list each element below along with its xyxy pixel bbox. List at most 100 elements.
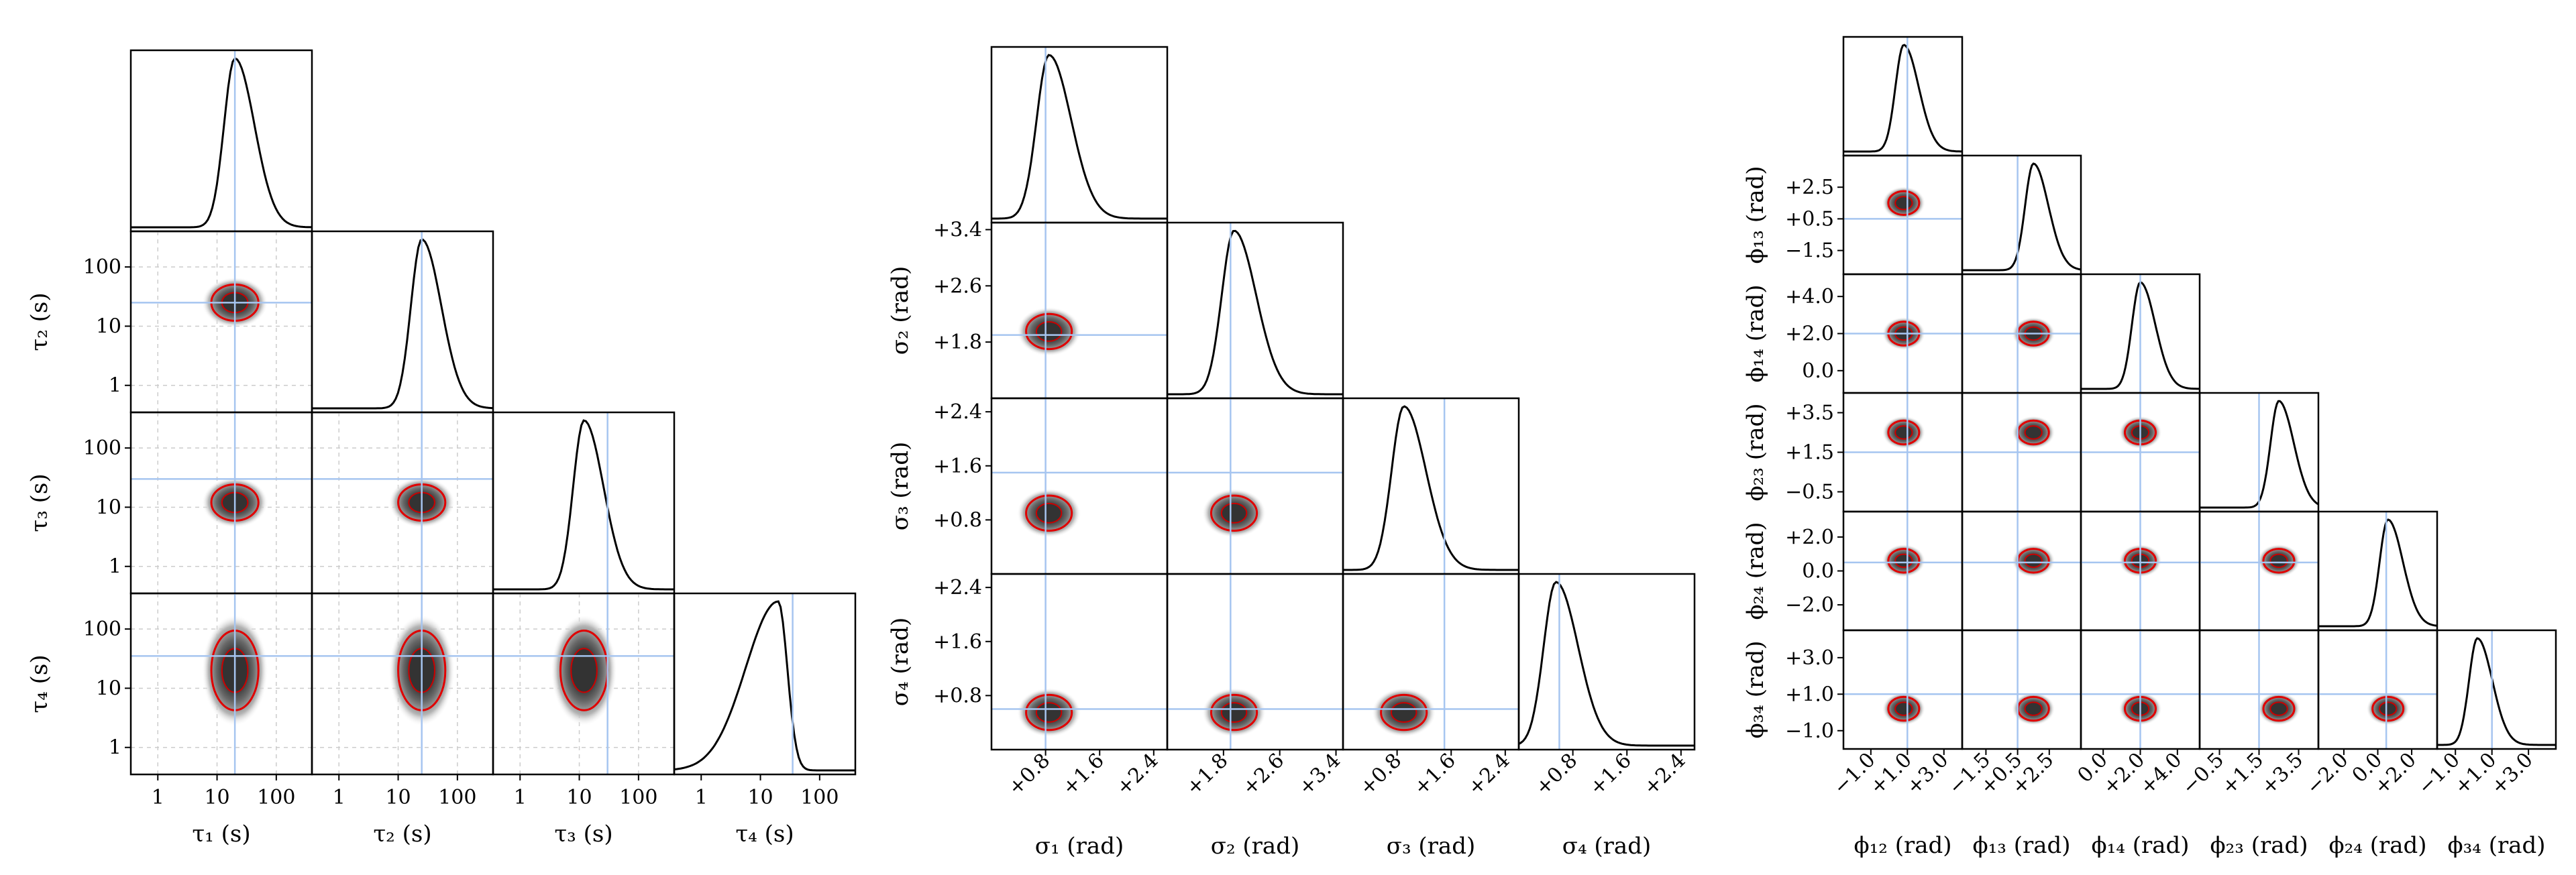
phi-marginal-5 xyxy=(2437,637,2556,746)
phi-ytick-label: +1.5 xyxy=(1785,441,1834,465)
tau-xtick-label: 1 xyxy=(152,786,164,809)
phi-xtick-label: −2.0 xyxy=(2302,748,2353,799)
tau-xtick-label: 100 xyxy=(619,786,657,809)
sigma-marginal-0 xyxy=(991,54,1167,220)
phi-contour68-5-3 xyxy=(2269,701,2288,716)
sigma-panel-3-1: +1.8 +2.6 +3.4 σ₂ (rad) xyxy=(1166,573,1345,860)
sigma-marginal-2 xyxy=(1343,405,1519,571)
phi-xlabel-3: ϕ₂₃ (rad) xyxy=(2210,832,2308,859)
sigma-ytick-label: +0.8 xyxy=(933,508,982,532)
sigma-ylabel-2: σ₃ (rad) xyxy=(887,442,914,530)
phi-ytick-label: +3.0 xyxy=(1785,646,1834,670)
phi-xlabel-0: ϕ₁₂ (rad) xyxy=(1854,832,1951,859)
phi-panel-5-3: −0.5+1.5+3.5 ϕ₂₃ (rad) xyxy=(2178,629,2320,859)
sigma-frame-1-0 xyxy=(990,221,1169,400)
phi-panel-5-5: −1.0+1.0+3.0 ϕ₃₄ (rad) xyxy=(2414,629,2557,859)
phi-ytick-label: −1.0 xyxy=(1785,719,1834,743)
tau-ytick-label: 100 xyxy=(83,618,121,641)
phi-ytick-label: 0.0 xyxy=(1802,359,1834,383)
sigma-ytick-label: +1.8 xyxy=(933,331,982,354)
phi-contour95-1-0 xyxy=(1887,190,1921,216)
sigma-xlabel-2: σ₃ (rad) xyxy=(1387,833,1475,860)
phi-frame-5-0 xyxy=(1842,629,1964,750)
phi-ylabel-5: ϕ₃₄ (rad) xyxy=(1742,640,1769,738)
sigma-panel-1-1 xyxy=(1166,221,1344,400)
tau-ylabel-1: τ₂ (s) xyxy=(26,292,53,351)
phi-ytick-label: +0.5 xyxy=(1785,207,1834,231)
sigma-frame-3-3 xyxy=(1517,573,1696,751)
tau-marginal-0 xyxy=(131,57,313,229)
tau-xtick-label: 100 xyxy=(257,786,295,809)
phi-panel-4-2 xyxy=(2080,510,2201,632)
phi-contour68-4-1 xyxy=(2024,553,2043,569)
tau-panel-2-1 xyxy=(311,411,494,595)
sigma-ytick-label: +3.4 xyxy=(933,218,982,241)
sigma-panel-3-3: +0.8 +1.6 +2.4 σ₄ (rad) xyxy=(1517,573,1696,860)
phi-contour68-3-0 xyxy=(1894,425,1913,440)
sigma-ytick-label: +1.6 xyxy=(933,630,982,654)
sigma-panel-2-2 xyxy=(1342,397,1520,575)
sigma-contour95-2-0 xyxy=(1025,494,1073,532)
phi-ytick-label: +2.0 xyxy=(1785,323,1834,346)
sigma-xtick-label: +0.8 xyxy=(1004,749,1055,800)
phi-frame-5-4 xyxy=(2317,629,2438,750)
phi-panel-3-0: −0.5 +1.5 +3.5 ϕ₂₃ (rad) xyxy=(1742,392,1964,513)
tau-panel-0-0 xyxy=(129,49,313,233)
tau-panel-1-0: 1 10 100 τ₂ (s) xyxy=(26,230,313,414)
sigma-ytick-label: +2.4 xyxy=(933,400,982,424)
sigma-xtick-label: +2.4 xyxy=(1639,749,1690,800)
tau-ytick-label: 10 xyxy=(96,495,121,519)
phi-xtick-label: +1.5 xyxy=(2217,748,2268,799)
phi-contour68-5-0 xyxy=(1894,701,1913,716)
sigma-xtick-label: +2.6 xyxy=(1238,749,1289,800)
sigma-xtick-label: +1.6 xyxy=(1409,749,1460,800)
phi-contour95-5-0 xyxy=(1887,695,1921,722)
sigma-contour95-2-1 xyxy=(1210,494,1258,532)
tau-panel-2-0: 1 10 100 τ₃ (s) xyxy=(26,411,313,595)
sigma-contour68-3-2 xyxy=(1390,702,1417,723)
tau-ytick-label: 10 xyxy=(96,677,121,700)
tau-xtick-label: 10 xyxy=(385,786,411,809)
phi-panel-4-4 xyxy=(2317,510,2438,632)
sigma-xtick-label: +1.8 xyxy=(1181,749,1232,800)
phi-xtick-label: −1.0 xyxy=(2414,748,2465,799)
phi-ytick-label: +2.0 xyxy=(1785,526,1834,549)
sigma-contour68-3-1 xyxy=(1220,702,1248,723)
phi-contour95-5-4 xyxy=(2371,695,2405,722)
phi-panel-2-1 xyxy=(1961,273,2082,394)
phi-marginal-0 xyxy=(1843,44,1962,153)
sigma-ylabel-1: σ₂ (rad) xyxy=(887,266,914,355)
phi-ytick-label: −1.5 xyxy=(1785,239,1834,263)
phi-marginal-4 xyxy=(2318,518,2438,628)
phi-frame-5-1 xyxy=(1961,629,2082,750)
phi-xtick-label: +3.0 xyxy=(1902,748,1953,799)
phi-ytick-label: +4.0 xyxy=(1785,285,1834,308)
phi-ytick-label: −0.5 xyxy=(1785,481,1834,504)
tau-panel-3-3: 1 10 100 τ₄ (s) xyxy=(673,592,857,848)
sigma-xtick-label: +0.8 xyxy=(1531,749,1582,800)
tau-xtick-label: 1 xyxy=(695,786,708,809)
tau-xtick-label: 10 xyxy=(566,786,592,809)
sigma-xtick-label: +2.4 xyxy=(1112,749,1163,800)
phi-panel-4-3 xyxy=(2198,510,2320,632)
sigma-panel-2-1 xyxy=(1166,397,1344,575)
sigma-contour95-3-2 xyxy=(1380,693,1428,732)
tau-frame-3-3 xyxy=(673,592,857,776)
sigma-panel-3-2: +0.8 +1.6 +2.4 σ₃ (rad) xyxy=(1342,573,1520,860)
phi-xtick-label: +3.5 xyxy=(2257,748,2308,799)
sigma-frame-0-0 xyxy=(990,46,1169,224)
phi-panel-4-0: −2.0 0.0 +2.0 ϕ₂₄ (rad) xyxy=(1742,510,1964,632)
sigma-marginal-3 xyxy=(1518,581,1695,747)
sigma-xlabel-0: σ₁ (rad) xyxy=(1035,833,1124,860)
tau-frame-1-1 xyxy=(311,230,494,414)
sigma-xtick-label: +3.4 xyxy=(1294,749,1345,800)
phi-panel-4-1 xyxy=(1961,510,2082,632)
phi-ytick-label: +1.0 xyxy=(1785,683,1834,706)
tau-marginal-3 xyxy=(674,600,855,772)
phi-xlabel-4: ϕ₂₄ (rad) xyxy=(2328,832,2426,859)
